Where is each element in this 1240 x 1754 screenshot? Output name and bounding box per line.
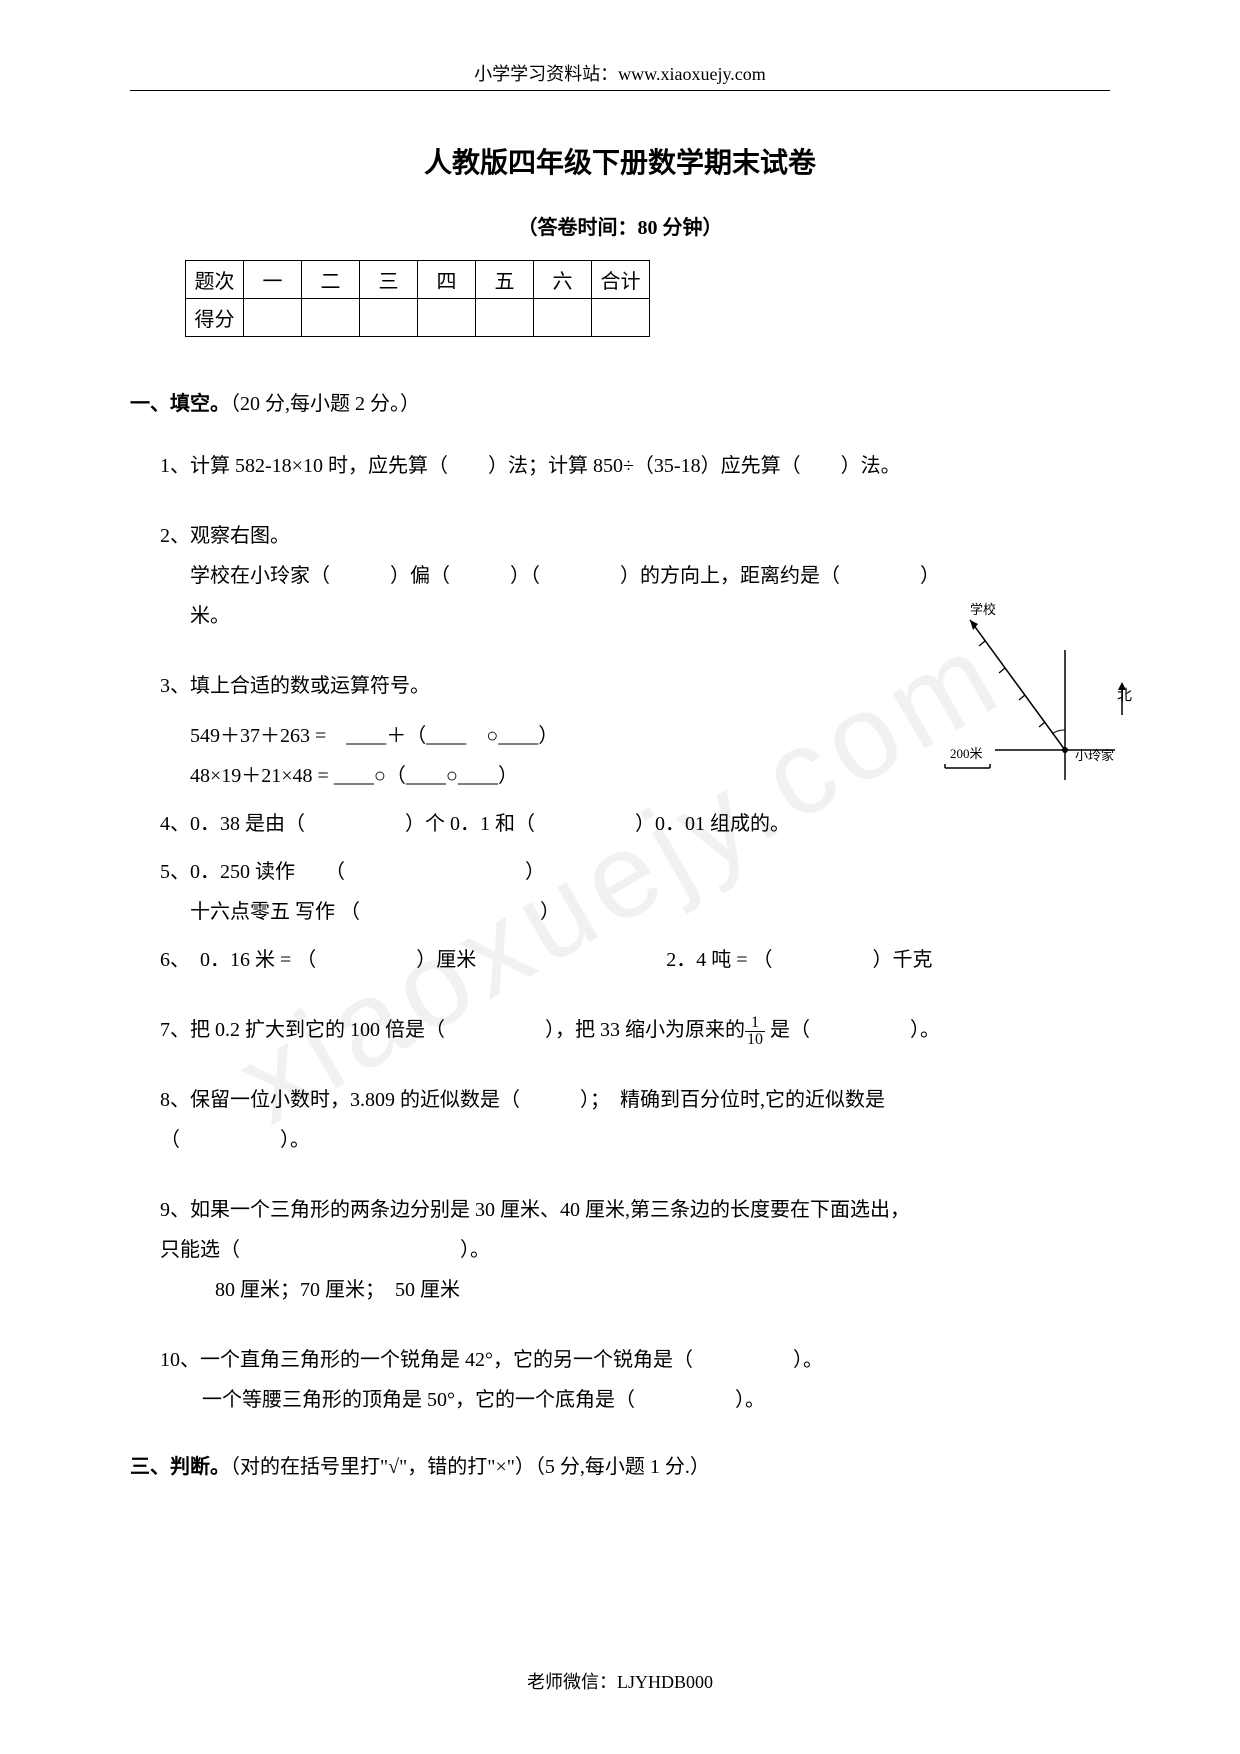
question-2-line2: 学校在小玲家（ ）偏（ ）（ ）的方向上，距离约是（ ） xyxy=(190,556,1110,596)
question-9-line1: 9、如果一个三角形的两条边分别是 30 厘米、40 厘米,第三条边的长度要在下面… xyxy=(160,1190,1110,1230)
table-cell xyxy=(302,299,360,337)
page-title: 人教版四年级下册数学期末试卷 xyxy=(130,141,1110,181)
question-6-part2: 2．4 吨 = （ ）千克 xyxy=(666,949,932,971)
section-label: 一、填空。 xyxy=(130,393,230,415)
question-9-line2: 只能选（ ）。 xyxy=(160,1230,1110,1270)
question-1: 1、计算 582-18×10 时，应先算（ ）法；计算 850÷（35-18）应… xyxy=(160,446,1110,486)
table-cell xyxy=(534,299,592,337)
table-cell xyxy=(418,299,476,337)
table-cell: 一 xyxy=(244,261,302,299)
header-link: 小学学习资料站：www.xiaoxuejy.com xyxy=(130,60,1110,86)
table-cell: 题次 xyxy=(186,261,244,299)
table-cell: 六 xyxy=(534,261,592,299)
section-points: （对的在括号里打"√"，错的打"×"）（5 分,每小题 1 分.） xyxy=(230,1456,710,1478)
question-5: 5、0．250 读作 （ ） 十六点零五 写作 （ ） xyxy=(160,852,1110,932)
page-subtitle: （答卷时间：80 分钟） xyxy=(130,211,1110,240)
direction-line xyxy=(970,620,1065,750)
header-divider xyxy=(130,90,1110,91)
question-5-line2: 十六点零五 写作 （ ） xyxy=(190,892,1110,932)
tick-mark xyxy=(1019,695,1025,700)
section-3-title: 三、判断。（对的在括号里打"√"，错的打"×"）（5 分,每小题 1 分.） xyxy=(130,1450,1110,1479)
table-cell: 二 xyxy=(302,261,360,299)
question-5-line1: 5、0．250 读作 （ ） xyxy=(160,861,545,883)
question-8: 8、保留一位小数时，3.809 的近似数是（ ）； 精确到百分位时,它的近似数是… xyxy=(160,1080,1110,1160)
table-row: 得分 xyxy=(186,299,650,337)
question-6: 6、 0．16 米 = （ ）厘米 2．4 吨 = （ ）千克 xyxy=(160,940,1110,980)
table-cell: 四 xyxy=(418,261,476,299)
school-label: 学校 xyxy=(970,602,996,617)
table-cell xyxy=(476,299,534,337)
table-cell: 合计 xyxy=(592,261,650,299)
section-1-title: 一、填空。（20 分,每小题 2 分。） xyxy=(130,387,1110,416)
tick-mark xyxy=(1039,722,1045,727)
question-8-line1: 8、保留一位小数时，3.809 的近似数是（ ）； 精确到百分位时,它的近似数是 xyxy=(160,1080,1110,1120)
question-2-line1: 2、观察右图。 xyxy=(160,516,1110,556)
home-point xyxy=(1062,747,1068,753)
question-6-part1: 6、 0．16 米 = （ ）厘米 xyxy=(160,949,476,971)
tick-mark xyxy=(999,668,1005,673)
question-7: 7、把 0.2 扩大到它的 100 倍是（ ），把 33 缩小为原来的110 是… xyxy=(160,1010,1110,1050)
table-cell xyxy=(360,299,418,337)
table-cell xyxy=(244,299,302,337)
question-10-line1: 10、一个直角三角形的一个锐角是 42°，它的另一个锐角是（ ）。 xyxy=(160,1340,1110,1380)
scale-label: 200米 xyxy=(950,746,983,761)
question-7-post: 是（ ）。 xyxy=(765,1019,940,1041)
question-10: 10、一个直角三角形的一个锐角是 42°，它的另一个锐角是（ ）。 一个等腰三角… xyxy=(160,1340,1110,1420)
table-cell: 三 xyxy=(360,261,418,299)
question-7-pre: 7、把 0.2 扩大到它的 100 倍是（ ），把 33 缩小为原来的 xyxy=(160,1019,745,1041)
tick-mark xyxy=(979,641,985,646)
question-10-line2: 一个等腰三角形的顶角是 50°，它的一个底角是（ ）。 xyxy=(202,1380,1110,1420)
question-9: 9、如果一个三角形的两条边分别是 30 厘米、40 厘米,第三条边的长度要在下面… xyxy=(160,1190,1110,1310)
home-label: 小玲家 xyxy=(1075,748,1114,763)
table-row: 题次 一 二 三 四 五 六 合计 xyxy=(186,261,650,299)
fraction: 110 xyxy=(745,1015,765,1048)
question-9-line3: 80 厘米；70 厘米； 50 厘米 xyxy=(215,1270,1110,1310)
table-cell: 五 xyxy=(476,261,534,299)
section-label: 三、判断。 xyxy=(130,1456,230,1478)
fraction-numerator: 1 xyxy=(745,1015,765,1032)
page-content: 小学学习资料站：www.xiaoxuejy.com 人教版四年级下册数学期末试卷… xyxy=(130,60,1110,1479)
angle-arc xyxy=(1052,730,1065,734)
fraction-denominator: 10 xyxy=(745,1032,765,1048)
question-4: 4、0．38 是由（ ）个 0．1 和（ ）0．01 组成的。 xyxy=(160,804,1110,844)
section-points: （20 分,每小题 2 分。） xyxy=(230,393,420,415)
question-8-line2: （ ）。 xyxy=(160,1120,1110,1160)
table-cell: 得分 xyxy=(186,299,244,337)
north-arrow-icon xyxy=(1118,682,1126,690)
table-cell xyxy=(592,299,650,337)
direction-diagram: 学校 北 小玲家 200米 xyxy=(915,600,1135,800)
footer-text: 老师微信：LJYHDB000 xyxy=(0,1668,1240,1694)
score-table: 题次 一 二 三 四 五 六 合计 得分 xyxy=(185,260,650,337)
